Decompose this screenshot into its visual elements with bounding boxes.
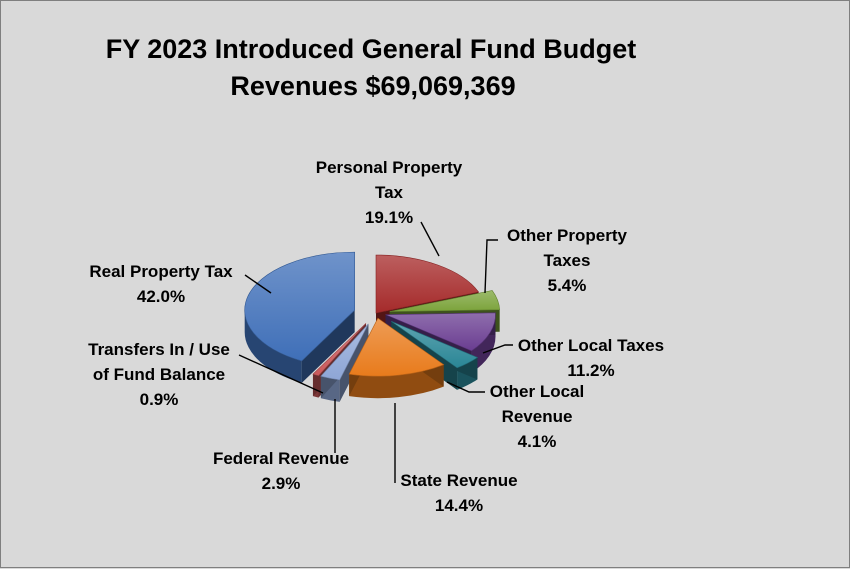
pie-slice-top xyxy=(389,290,500,312)
slice-name-label: Other Local Taxes xyxy=(518,336,664,355)
pie-slice-side xyxy=(471,314,496,373)
pie-slice-side xyxy=(349,364,444,399)
slice-percent-label: 4.1% xyxy=(518,432,557,451)
data-labels: Personal Property Tax 19.1% Other Property T… xyxy=(88,158,664,515)
leader-line xyxy=(484,239,498,294)
pie-slice xyxy=(320,323,369,402)
slice-percent-label: 19.1% xyxy=(365,208,413,227)
pie-slice-top xyxy=(244,251,355,362)
slice-percent-label: 14.4% xyxy=(435,496,483,515)
pie-slices xyxy=(244,251,500,402)
pie-slice-top xyxy=(348,317,445,377)
pie-slice-top xyxy=(375,254,480,314)
pie-slice-top xyxy=(385,312,496,352)
slice-name-label: Taxes xyxy=(544,251,591,270)
slice-name-label: Tax xyxy=(375,183,404,202)
slice-name-label: Transfers In / Use xyxy=(88,340,230,359)
slice-percent-label: 0.9% xyxy=(140,390,179,409)
chart-title-line-1: FY 2023 Introduced General Fund Budget xyxy=(106,34,637,64)
leader-line xyxy=(482,344,513,354)
slice-percent-label: 42.0% xyxy=(137,287,185,306)
pie-slice xyxy=(348,317,445,399)
leader-line xyxy=(244,274,272,294)
leader-line xyxy=(238,354,324,394)
leader-line xyxy=(446,381,485,393)
slice-name-label: Federal Revenue xyxy=(213,449,349,468)
leader-line xyxy=(420,221,440,257)
chart-title-line-2: Revenues $69,069,369 xyxy=(230,71,515,101)
pie-slice-top xyxy=(312,323,367,376)
slice-name-label: Personal Property xyxy=(316,158,463,177)
slice-percent-label: 5.4% xyxy=(548,276,587,295)
pie-slice xyxy=(244,251,355,383)
pie-slice-top xyxy=(391,321,479,369)
pie-slice-top xyxy=(320,323,369,381)
slice-name-label: Real Property Tax xyxy=(89,262,233,281)
slice-name-label: of Fund Balance xyxy=(93,365,225,384)
pie-slice-wall xyxy=(301,310,355,383)
slice-name-label: Other Property xyxy=(507,226,628,245)
slice-percent-label: 2.9% xyxy=(262,474,301,493)
slice-percent-label: 11.2% xyxy=(567,361,614,380)
slice-name-label: State Revenue xyxy=(400,471,517,490)
slice-name-label: Revenue xyxy=(502,407,573,426)
slice-name-label: Other Local xyxy=(490,382,584,401)
pie-slice-side xyxy=(244,310,302,383)
leader-lines xyxy=(238,221,513,483)
